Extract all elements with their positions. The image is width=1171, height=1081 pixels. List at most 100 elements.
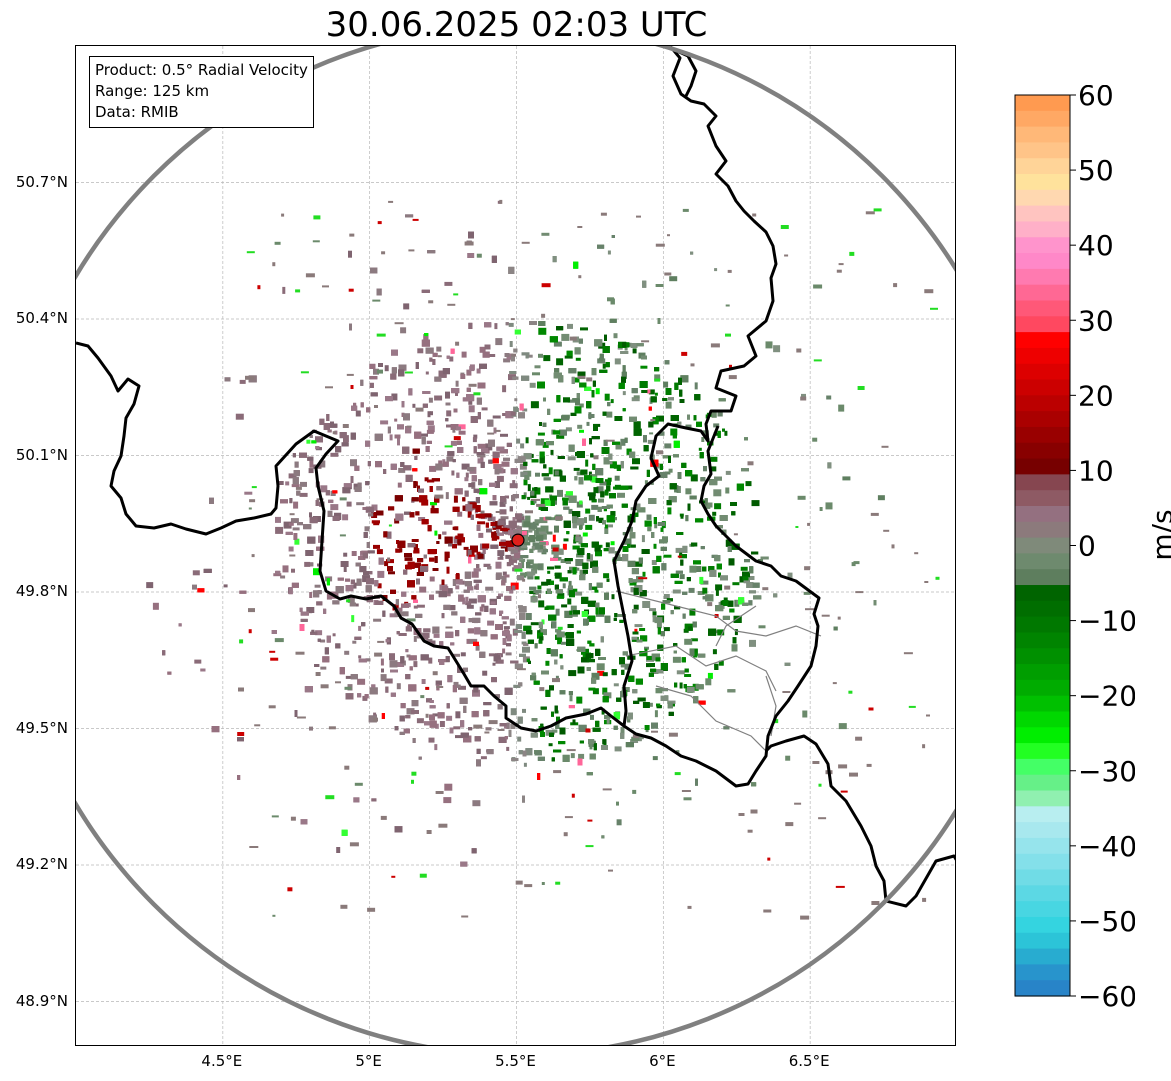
echo-cell: [595, 468, 604, 476]
echo-cell: [613, 725, 618, 730]
echo-cell: [666, 500, 672, 506]
echo-cell: [521, 495, 526, 500]
echo-cell: [494, 323, 498, 330]
echo-cell: [486, 749, 494, 755]
echo-cell: [540, 723, 544, 728]
echo-cell: [496, 526, 500, 533]
echo-cell: [421, 437, 426, 445]
echo-cell: [547, 566, 554, 570]
echo-cell: [471, 475, 477, 482]
echo-cell: [329, 423, 338, 428]
echo-cell: [400, 703, 406, 709]
echo-cell: [558, 741, 566, 745]
echo-cell: [310, 562, 314, 567]
echo-cell: [717, 629, 725, 636]
echo-cell: [489, 482, 497, 487]
echo-cell: [450, 440, 457, 446]
echo-cell: [744, 559, 750, 563]
echo-cell: [687, 503, 691, 511]
echo-cell: [531, 459, 539, 463]
echo-cell: [358, 658, 367, 663]
echo-cell: [642, 601, 651, 608]
echo-cell: [417, 558, 424, 563]
echo-cell: [370, 267, 378, 274]
echo-cell: [584, 475, 592, 481]
echo-cell: [416, 578, 420, 585]
echo-cell: [693, 652, 698, 658]
echo-cell: [442, 531, 447, 535]
echo-cell: [355, 562, 361, 567]
echo-cell: [725, 487, 730, 494]
echo-cell: [606, 578, 610, 582]
echo-cell: [802, 710, 808, 718]
echo-cell: [572, 522, 577, 529]
echo-cell: [405, 214, 414, 218]
echo-cell: [614, 358, 621, 365]
echo-cell: [527, 484, 531, 492]
echo-cell: [433, 633, 440, 638]
echo-cell: [460, 861, 468, 867]
echo-cell: [509, 341, 513, 347]
echo-cell: [373, 522, 380, 526]
echo-cell: [311, 629, 315, 633]
echo-cell: [701, 437, 705, 442]
echo-cell: [432, 359, 436, 365]
echo-cell: [663, 627, 670, 632]
echo-cell: [314, 584, 321, 588]
echo-cell: [587, 600, 596, 607]
echo-cell: [676, 486, 681, 493]
echo-cell: [399, 715, 405, 722]
echo-cell: [559, 475, 566, 482]
echo-cell: [464, 490, 469, 497]
echo-cell: [685, 488, 692, 495]
echo-cell: [541, 232, 550, 236]
echo-cell: [455, 585, 460, 590]
echo-cell: [584, 386, 592, 391]
echo-cell: [371, 512, 378, 518]
echo-cell: [516, 526, 522, 531]
echo-cell: [351, 551, 357, 556]
echo-cell: [592, 380, 596, 387]
echo-cell: [577, 424, 583, 429]
echo-cell: [585, 653, 594, 659]
echo-cell: [500, 496, 506, 502]
echo-cell: [390, 373, 397, 380]
echo-cell: [350, 674, 358, 680]
radar-map[interactable]: [75, 45, 956, 1046]
echo-cell: [557, 548, 564, 555]
echo-cell: [452, 428, 456, 433]
echo-cell: [579, 575, 586, 581]
echo-cell: [474, 585, 478, 590]
echo-cell: [500, 516, 509, 520]
echo-cell: [838, 723, 847, 730]
echo-cell: [563, 538, 569, 542]
echo-cell: [616, 819, 622, 826]
echo-cell: [646, 469, 650, 477]
echo-cell: [453, 684, 461, 688]
echo-cell: [742, 571, 750, 578]
echo-cell: [475, 505, 481, 512]
echo-cell: [748, 576, 755, 580]
echo-cell: [591, 368, 597, 376]
echo-cell: [419, 495, 428, 503]
echo-cell: [651, 532, 655, 538]
echo-cell: [561, 632, 568, 636]
echo-cell: [554, 499, 557, 505]
echo-cell: [443, 604, 451, 610]
echo-cell: [702, 587, 708, 594]
echo-cell: [826, 395, 832, 400]
echo-cell: [405, 674, 411, 680]
echo-cell: [371, 520, 380, 524]
echo-cell: [668, 468, 673, 473]
echo-cell: [538, 600, 545, 608]
echo-cell: [473, 579, 482, 583]
echo-cell: [559, 654, 563, 659]
echo-cell: [566, 350, 573, 356]
echo-cell: [559, 577, 568, 582]
echo-cell: [717, 411, 723, 417]
echo-cell: [553, 551, 559, 558]
echo-cell: [452, 685, 457, 693]
echo-cell: [627, 712, 633, 720]
echo-cell: [729, 608, 735, 613]
echo-cell: [374, 580, 379, 587]
